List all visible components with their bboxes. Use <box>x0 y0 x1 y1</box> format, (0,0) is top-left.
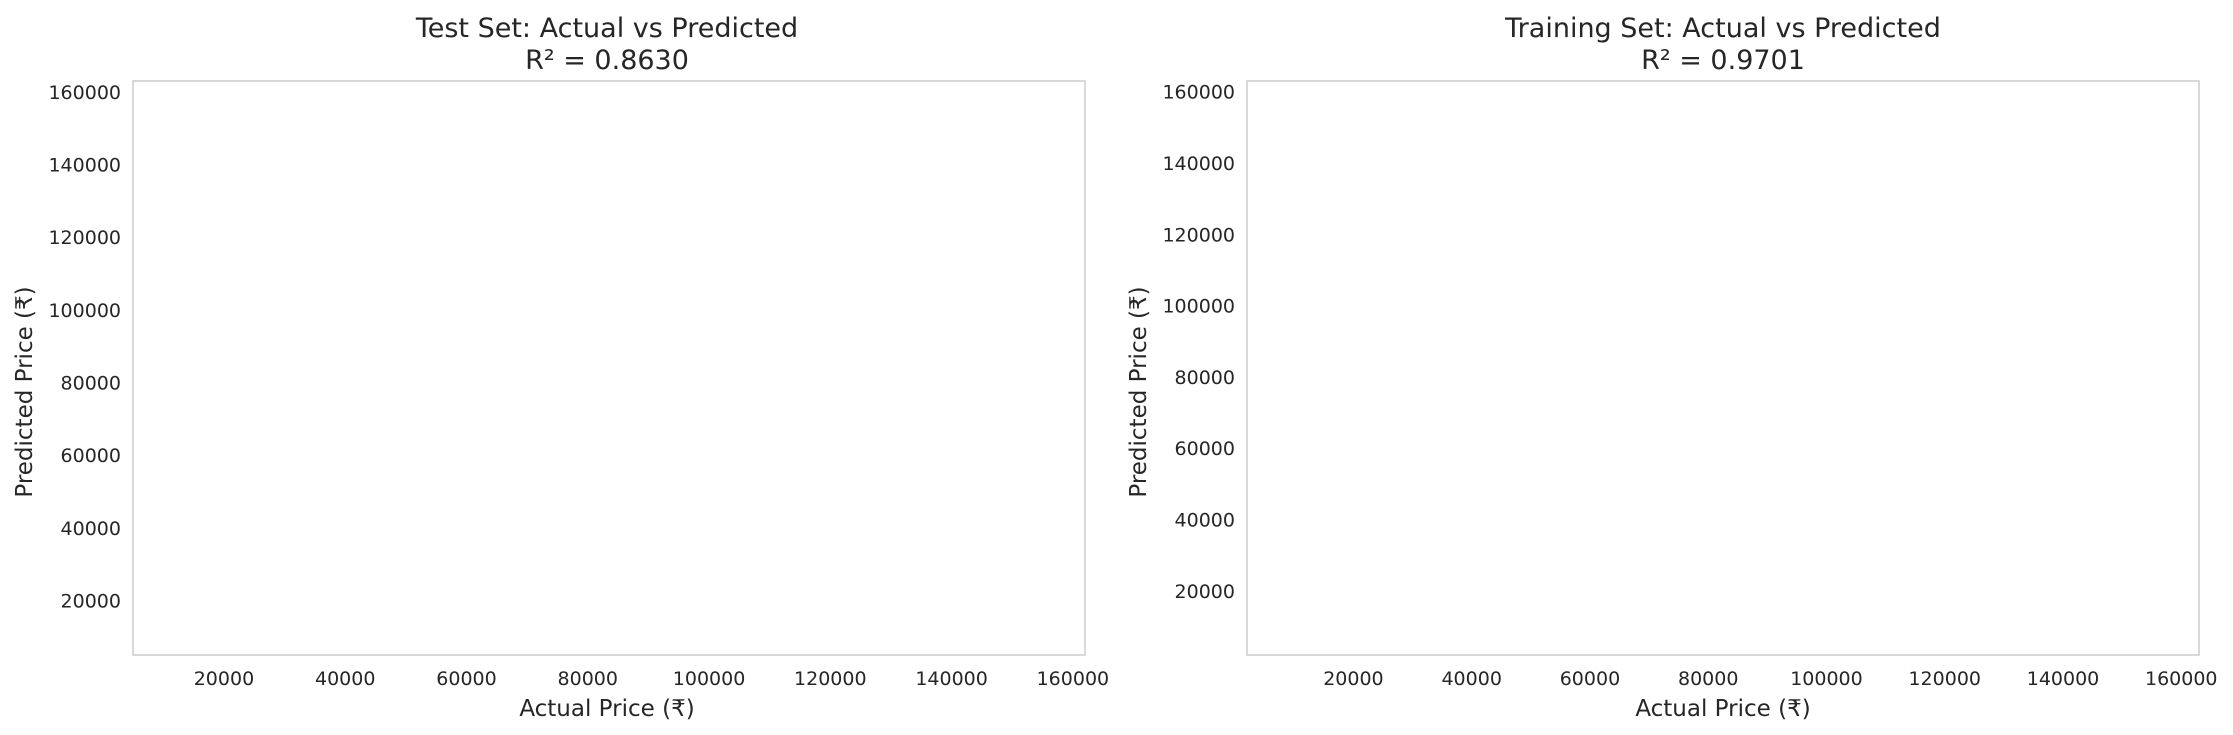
y-tick-label: 80000 <box>1175 367 1235 389</box>
test-set-chart: Test Set: Actual vs Predicted R² = 0.863… <box>12 13 1109 722</box>
x-tick-label: 160000 <box>2145 668 2218 690</box>
y-tick-label: 20000 <box>1175 581 1235 603</box>
plot-frame <box>1246 80 2200 656</box>
y-tick-label: 80000 <box>61 373 121 395</box>
x-tick-label: 40000 <box>1441 668 1501 690</box>
plot-frame <box>132 80 1086 656</box>
y-tick-label: 140000 <box>1162 153 1235 175</box>
x-tick-label: 100000 <box>1790 668 1863 690</box>
y-tick-label: 40000 <box>61 518 121 540</box>
x-tick-label: 120000 <box>1908 668 1981 690</box>
chart-subtitle: R² = 0.9701 <box>1641 45 1805 76</box>
x-tick-label: 20000 <box>194 668 254 690</box>
x-tick-label: 80000 <box>558 668 618 690</box>
y-tick-label: 120000 <box>1162 224 1235 246</box>
x-axis-label: Actual Price (₹) <box>519 696 694 722</box>
x-tick-label: 100000 <box>673 668 746 690</box>
x-tick-label: 120000 <box>794 668 867 690</box>
y-axis-label: Predicted Price (₹) <box>1126 286 1152 497</box>
x-tick-label: 60000 <box>436 668 496 690</box>
y-tick-label: 160000 <box>48 82 121 104</box>
y-tick-label: 20000 <box>61 591 121 613</box>
y-tick-label: 120000 <box>48 227 121 249</box>
x-tick-label: 140000 <box>915 668 988 690</box>
chart-title: Training Set: Actual vs Predicted <box>1504 13 1941 44</box>
x-tick-label: 140000 <box>2027 668 2100 690</box>
y-tick-label: 100000 <box>1162 296 1235 318</box>
plot-area <box>1246 80 2200 656</box>
y-tick-label: 100000 <box>48 300 121 322</box>
y-tick-label: 40000 <box>1175 510 1235 532</box>
x-axis-label: Actual Price (₹) <box>1635 696 1810 722</box>
y-tick-label: 60000 <box>1175 438 1235 460</box>
x-tick-label: 20000 <box>1323 668 1383 690</box>
x-tick-label: 160000 <box>1037 668 1110 690</box>
chart-title: Test Set: Actual vs Predicted <box>415 13 798 44</box>
y-axis-label: Predicted Price (₹) <box>12 286 38 497</box>
chart-subtitle: R² = 0.8630 <box>525 45 689 76</box>
plot-area <box>132 80 1086 656</box>
y-tick-label: 60000 <box>61 445 121 467</box>
x-tick-label: 40000 <box>315 668 375 690</box>
x-tick-label: 60000 <box>1560 668 1620 690</box>
y-tick-label: 140000 <box>48 155 121 177</box>
y-tick-label: 160000 <box>1162 82 1235 104</box>
training-set-chart: Training Set: Actual vs Predicted R² = 0… <box>1126 13 2218 722</box>
x-tick-label: 80000 <box>1678 668 1738 690</box>
